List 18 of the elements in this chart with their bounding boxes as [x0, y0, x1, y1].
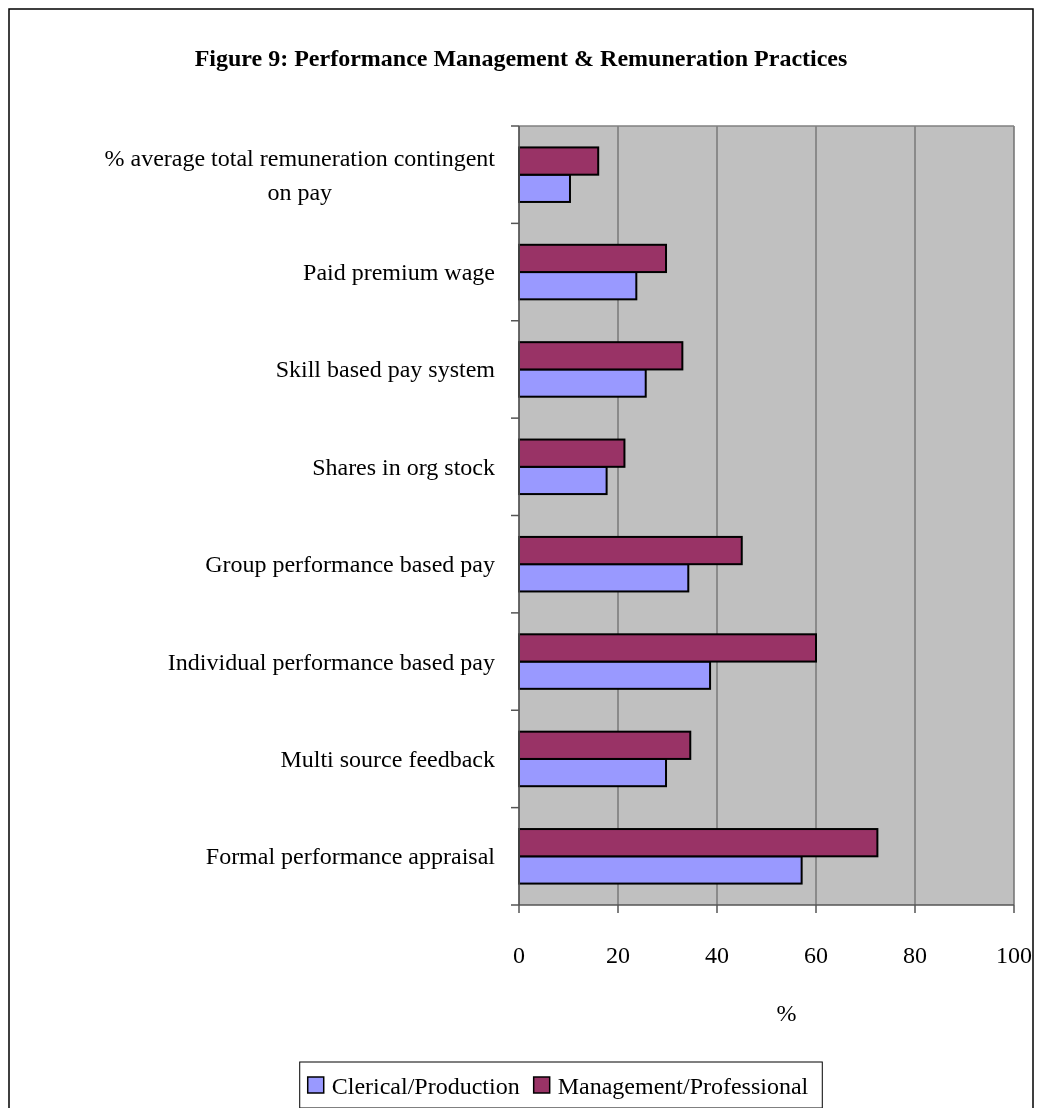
y-tick-label: Shares in org stock — [312, 453, 495, 480]
x-tick-label: 80 — [903, 942, 927, 968]
legend-label: Management/Professional — [557, 1073, 809, 1099]
chart-title: Figure 9: Performance Management & Remuneration Practices — [194, 45, 848, 71]
y-tick-label: Paid premium wage — [303, 259, 495, 286]
y-tick-label: Formal performance appraisal — [205, 843, 496, 870]
legend-label: Clerical/Production — [331, 1073, 520, 1099]
y-tick-label: Skill based pay system — [275, 356, 496, 383]
x-tick-label: 60 — [804, 942, 828, 968]
x-tick-label: 100 — [996, 942, 1032, 968]
x-tick-label: 40 — [705, 942, 729, 968]
y-tick-label: % average total remuneration contingent on pay — [104, 144, 496, 205]
y-tick-label: Multi source feedback — [280, 745, 495, 772]
x-tick-label: 0 — [513, 942, 525, 968]
y-tick-label: Individual performance based pay — [167, 648, 495, 675]
x-tick-label: 20 — [606, 942, 630, 968]
y-tick-label: Group performance based pay — [205, 551, 495, 578]
x-axis-title: % — [776, 1000, 797, 1026]
